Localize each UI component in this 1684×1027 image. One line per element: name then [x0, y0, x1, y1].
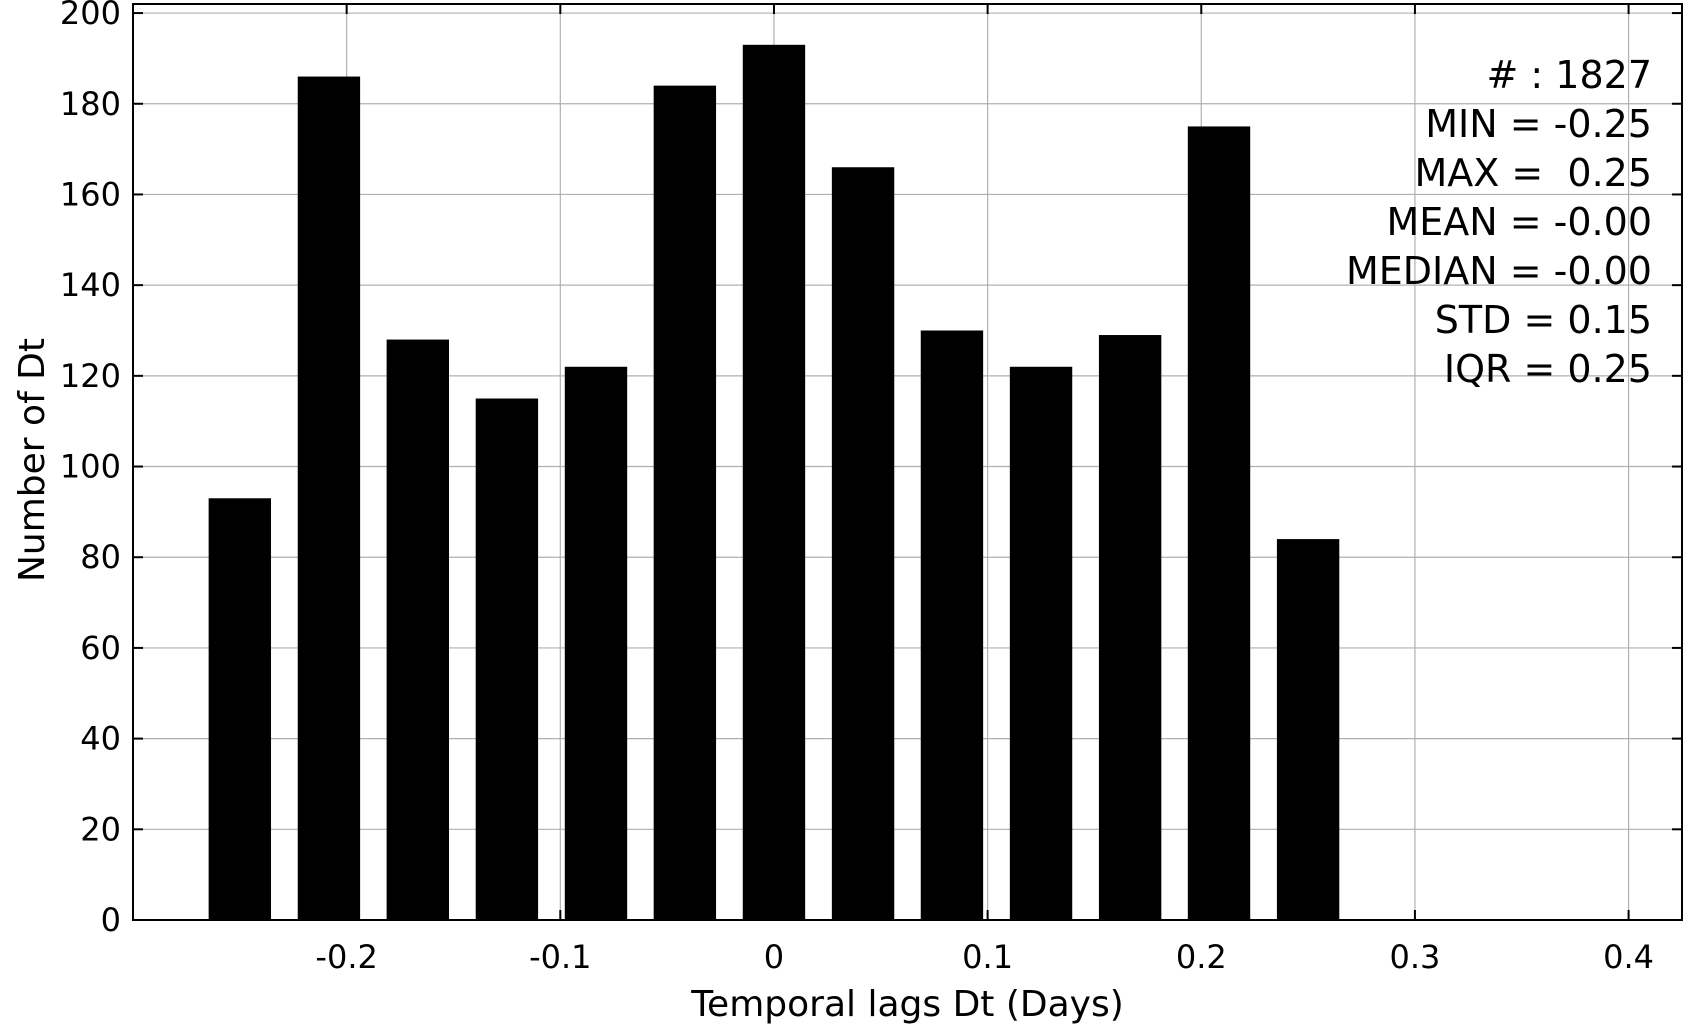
bar	[1009, 366, 1073, 920]
y-tick-label: 100	[60, 448, 121, 486]
y-tick-label: 180	[60, 85, 121, 123]
stats-line: MEDIAN = -0.00	[1346, 249, 1652, 293]
y-tick-label: 60	[80, 629, 121, 667]
bar	[386, 339, 449, 921]
y-tick-label: 40	[80, 720, 121, 758]
bar	[831, 167, 895, 920]
stats-line: MAX = 0.25	[1415, 151, 1653, 195]
bar	[208, 498, 272, 920]
stats-line: IQR = 0.25	[1444, 347, 1652, 391]
y-tick-label: 160	[60, 175, 121, 213]
x-axis-label: Temporal lags Dt (Days)	[690, 984, 1124, 1025]
y-tick-label: 20	[80, 810, 121, 848]
bar	[1098, 335, 1162, 921]
bar	[1276, 539, 1340, 920]
x-tick-label: 0.3	[1389, 938, 1440, 976]
stats-line: # : 1827	[1486, 53, 1652, 97]
x-tick-label: 0.2	[1176, 938, 1227, 976]
y-tick-label: 140	[60, 266, 121, 304]
x-tick-label: -0.1	[529, 938, 591, 976]
stats-line: STD = 0.15	[1435, 298, 1652, 342]
stats-annotation: # : 1827 MIN = -0.25 MAX = 0.25 MEAN = -0.0…	[1346, 53, 1652, 391]
plot-frame	[132, 3, 1683, 921]
x-tick-label: -0.2	[315, 938, 377, 976]
bar	[920, 330, 984, 920]
x-tick-label: 0.1	[962, 938, 1013, 976]
bar	[297, 76, 361, 921]
x-tick-label: 0.4	[1603, 938, 1654, 976]
y-tick-label: 120	[60, 357, 121, 395]
bar	[742, 44, 806, 920]
stats-line: MEAN = -0.00	[1386, 200, 1652, 244]
y-tick-label: 0	[101, 901, 121, 939]
x-tick-label: 0	[764, 938, 784, 976]
bar	[475, 398, 539, 920]
y-axis-label: Number of Dt	[12, 338, 53, 582]
bar	[653, 85, 717, 920]
tick-labels: -0.2 -0.1 0 0.1 0.2 0.3 0.4 0 20 40 60 80 100 120 140 1…	[60, 0, 1654, 976]
ticks	[133, 4, 1682, 921]
bars	[208, 44, 1340, 921]
y-tick-label: 200	[60, 0, 121, 32]
bar	[1187, 126, 1251, 920]
stats-line: MIN = -0.25	[1425, 102, 1652, 146]
bar	[564, 366, 628, 920]
y-tick-label: 80	[80, 538, 121, 576]
